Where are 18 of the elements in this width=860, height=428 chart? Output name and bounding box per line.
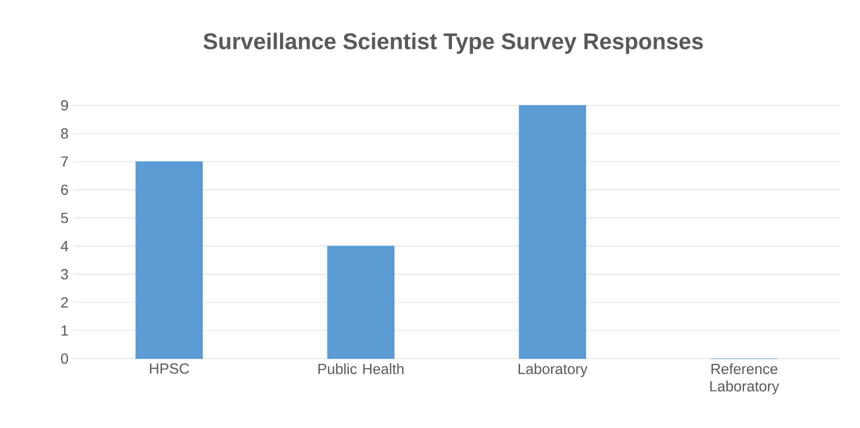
y-tick-label: 2 — [61, 297, 68, 308]
y-tick-label: 9 — [61, 100, 68, 111]
y-tick-label: 0 — [61, 353, 68, 364]
y-tick-label: 5 — [61, 212, 68, 224]
x-tick-label: Laboratory — [518, 363, 588, 378]
bar — [518, 105, 586, 359]
bar — [327, 246, 394, 359]
y-tick-label: 6 — [61, 184, 68, 195]
x-tick-label: HPSC — [150, 363, 189, 374]
y-tick-label: 1 — [62, 325, 68, 336]
bar — [136, 161, 203, 359]
x-tick-label: Public Health — [318, 363, 404, 374]
y-tick-label: 7 — [61, 156, 68, 167]
y-tick-label: 8 — [61, 128, 68, 139]
y-tick-label: 3 — [61, 269, 68, 280]
chart-title: Surveillance Scientist Type Survey Responses — [204, 32, 703, 54]
y-tick-label: 4 — [60, 241, 68, 252]
x-tick-label: Reference Laboratory — [710, 363, 780, 394]
